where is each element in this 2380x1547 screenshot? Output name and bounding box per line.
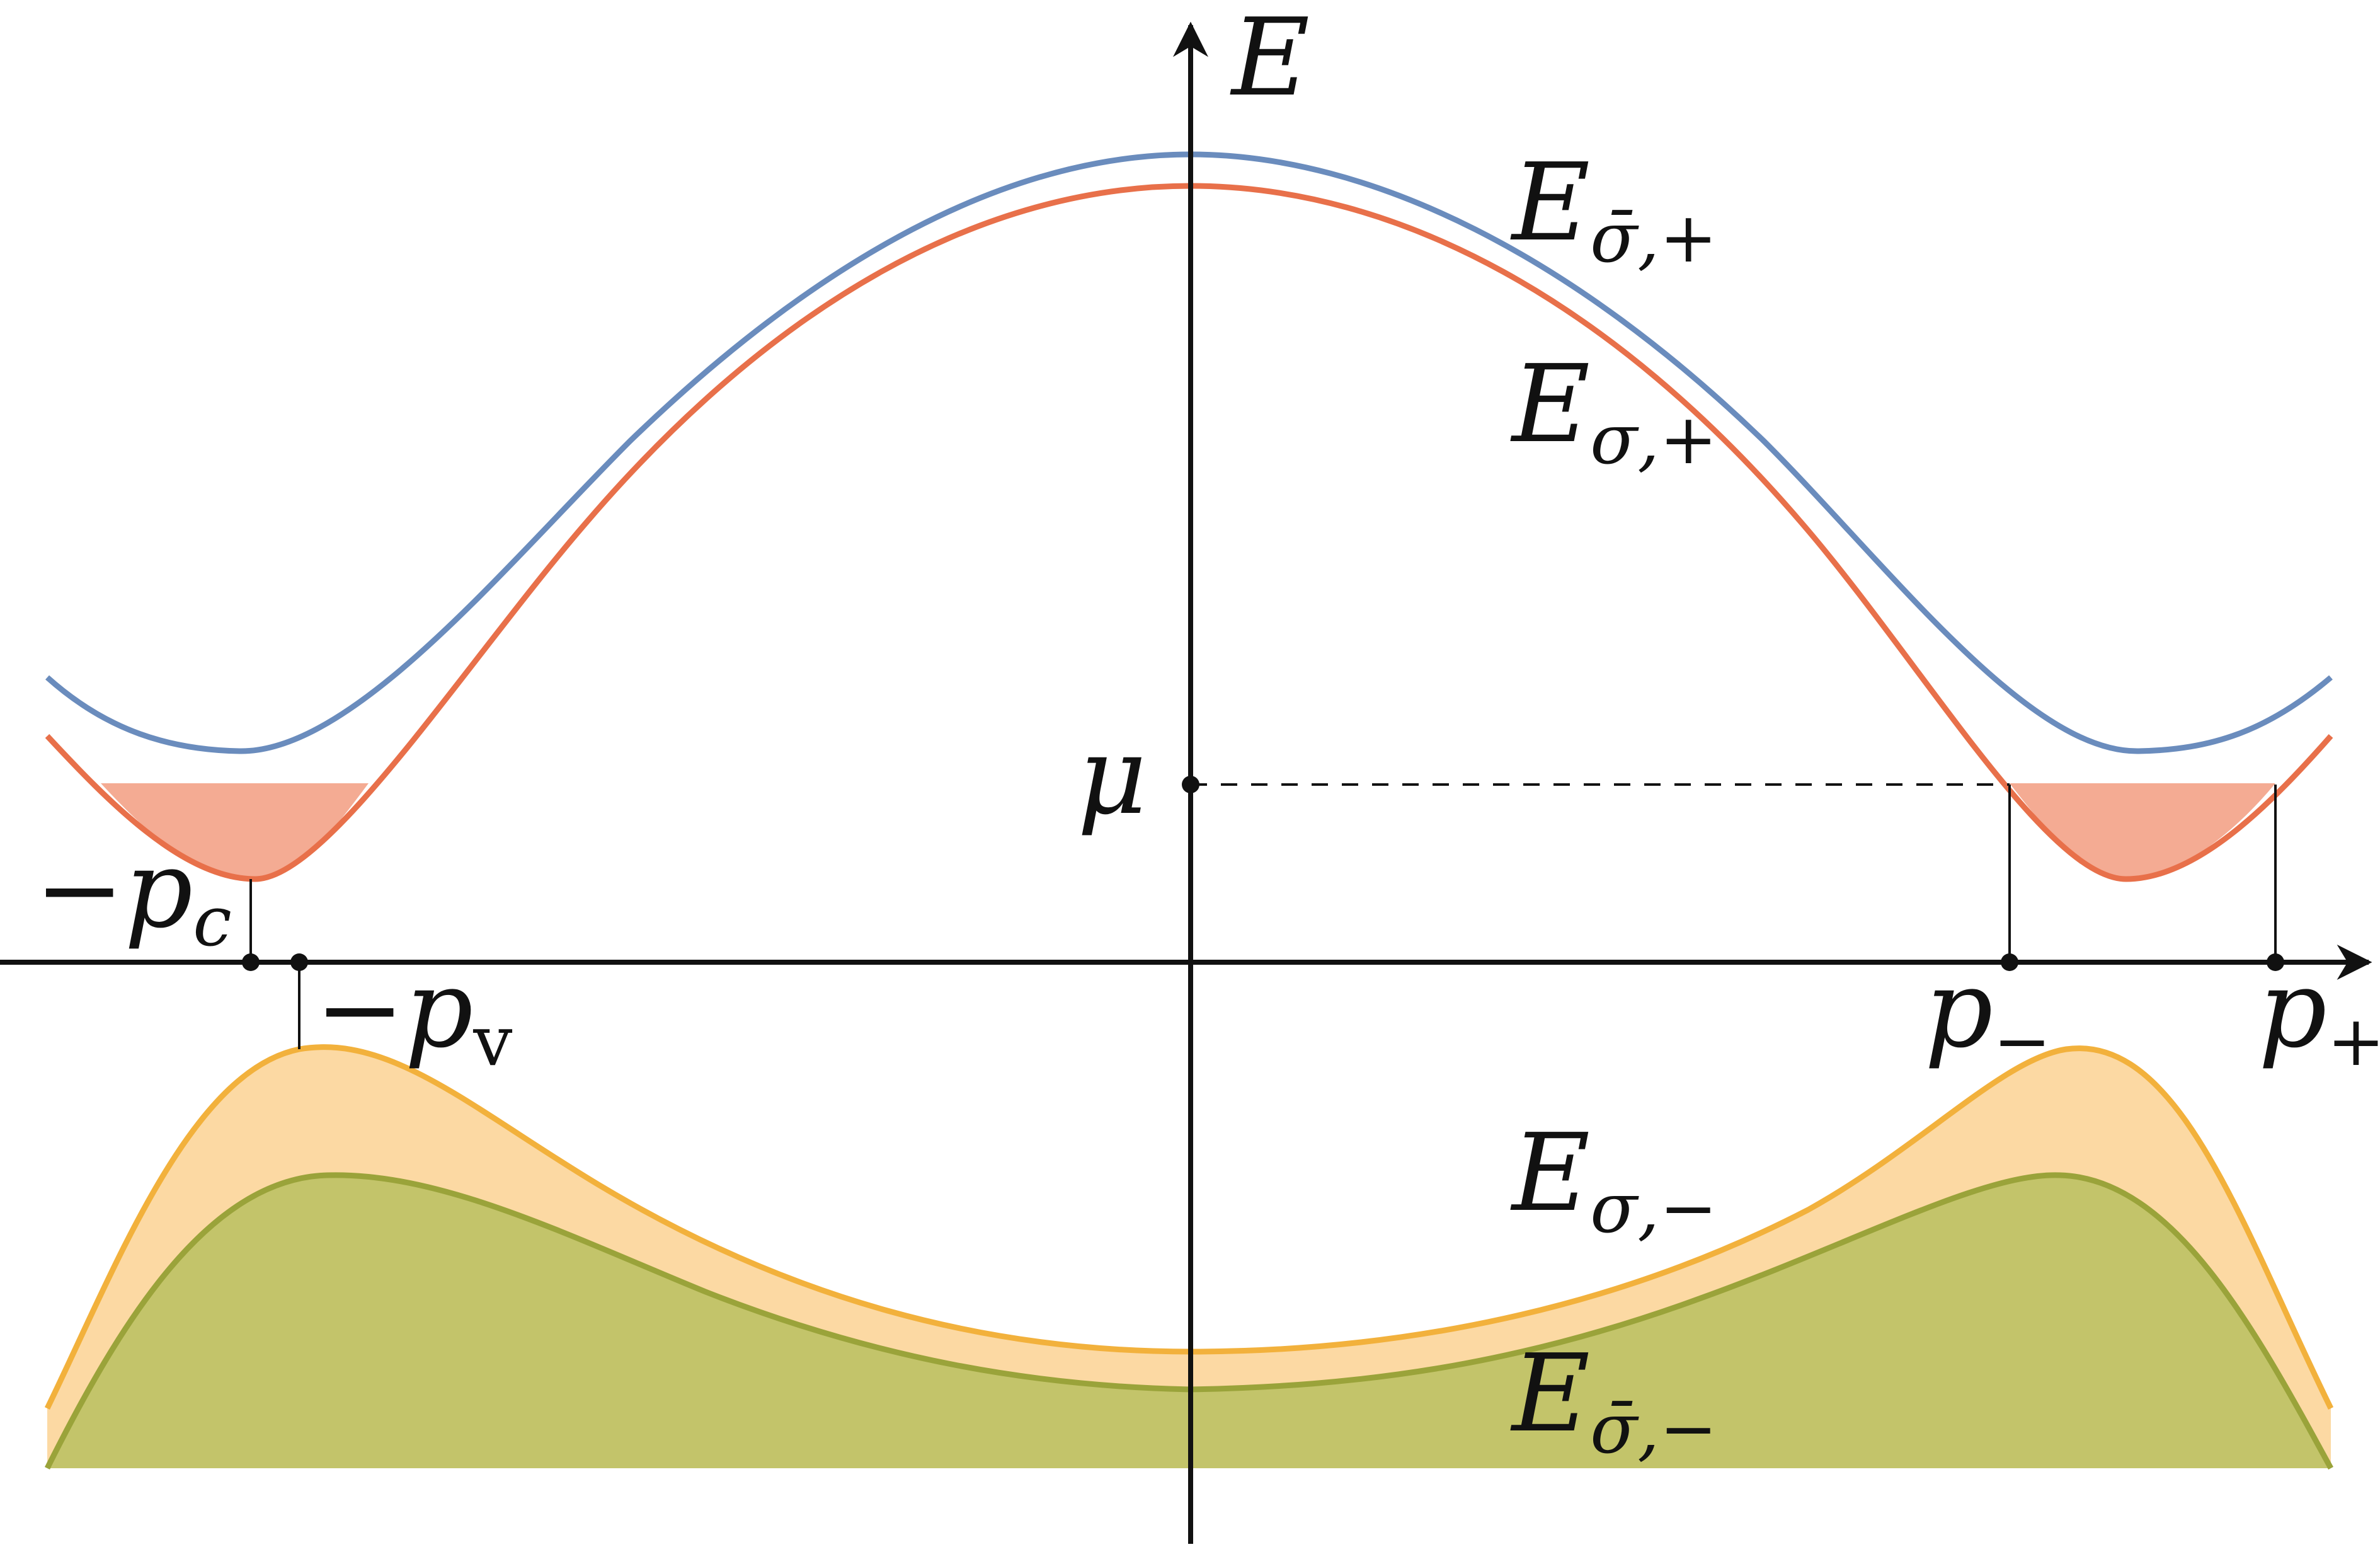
label-band-E-sigmabar-minus: Eσ̄,− bbox=[1510, 1331, 1717, 1469]
label-band-E-sigma-plus: Eσ,+ bbox=[1510, 342, 1717, 480]
mu-label: μ bbox=[1077, 714, 1147, 839]
dot-mu bbox=[1182, 776, 1199, 793]
energy-axis-label: E bbox=[1230, 0, 1310, 120]
label-neg-pc: −pc bbox=[35, 827, 232, 962]
dot-p-plus bbox=[2267, 953, 2284, 971]
label-p-plus: p+ bbox=[2258, 947, 2380, 1081]
label-neg-pv: −pv bbox=[315, 947, 512, 1081]
dot-neg-pc bbox=[242, 953, 260, 971]
label-band-E-sigmabar-plus: Eσ̄,+ bbox=[1510, 141, 1717, 278]
dot-p-minus bbox=[2001, 953, 2018, 971]
label-band-E-sigma-minus: Eσ,− bbox=[1510, 1111, 1717, 1248]
label-p-minus: p− bbox=[1925, 947, 2051, 1081]
valence-lower-fill bbox=[47, 1175, 2331, 1468]
dot-neg-pv bbox=[290, 953, 308, 971]
